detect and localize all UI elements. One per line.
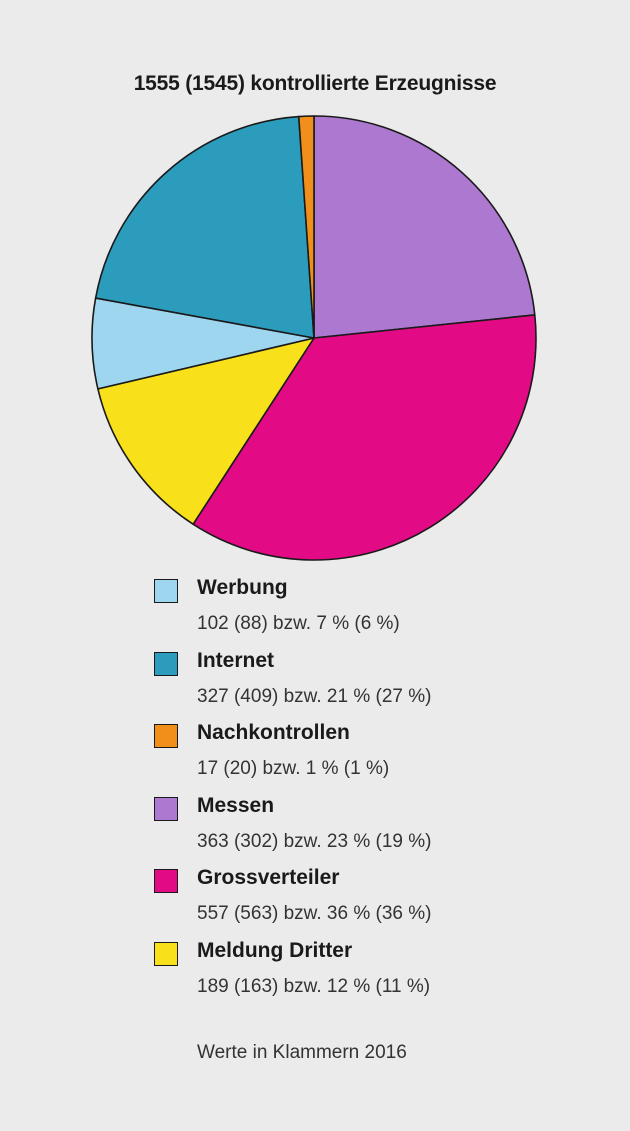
legend-swatch (154, 941, 178, 966)
legend-swatch (154, 724, 178, 749)
footnote: Werte in Klammern 2016 (197, 1042, 407, 1063)
chart-title: 1555 (1545) kontrollierte Erzeugnisse (133, 72, 497, 95)
legend-detail: 189 (163) bzw. 12 % (11 %) (197, 975, 431, 997)
legend-item-meldung-dritter: Meldung Dritter 189 (163) bzw. 12 % (11 … (154, 937, 594, 1010)
legend-detail: 102 (88) bzw. 7 % (6 %) (197, 613, 400, 634)
legend-detail: 17 (20) bzw. 1 % (1 %) (197, 758, 390, 780)
legend-swatch (154, 579, 178, 603)
legend-label: Nachkontrollen (197, 721, 350, 745)
legend-detail: 327 (409) bzw. 21 % (27 %) (197, 685, 432, 707)
legend-detail: 363 (302) bzw. 23 % (19 %) (197, 830, 432, 852)
legend-label: Messen (197, 793, 275, 817)
legend-item-messen: Messen 363 (302) bzw. 23 % (19 %) (154, 792, 594, 865)
legend: Werbung 102 (88) bzw. 7 % (6 %) Internet… (154, 574, 594, 1010)
legend-item-internet: Internet 327 (409) bzw. 21 % (27 %) (154, 647, 594, 720)
legend-item-grossverteiler: Grossverteiler 557 (563) bzw. 36 % (36 %… (154, 864, 594, 937)
legend-swatch (154, 796, 178, 821)
legend-item-nachkontrollen: Nachkontrollen 17 (20) bzw. 1 % (1 %) (154, 719, 594, 792)
legend-label: Werbung (197, 576, 288, 599)
pie-slice-nachkontrollen (297, 115, 315, 339)
legend-detail: 557 (563) bzw. 36 % (36 %) (197, 903, 432, 925)
legend-swatch (154, 651, 178, 676)
legend-item-werbung: Werbung 102 (88) bzw. 7 % (6 %) (154, 574, 594, 647)
pie-slice-meldung-dritter (97, 337, 315, 526)
legend-label: Meldung Dritter (197, 938, 353, 962)
pie-slice-messen (313, 115, 536, 339)
pie-slice-grossverteiler (192, 314, 537, 561)
pie-chart (91, 115, 537, 561)
legend-label: Grossverteiler (197, 866, 340, 890)
pie-slice-internet (94, 115, 315, 339)
legend-label: Internet (197, 648, 275, 672)
legend-swatch (154, 869, 178, 894)
